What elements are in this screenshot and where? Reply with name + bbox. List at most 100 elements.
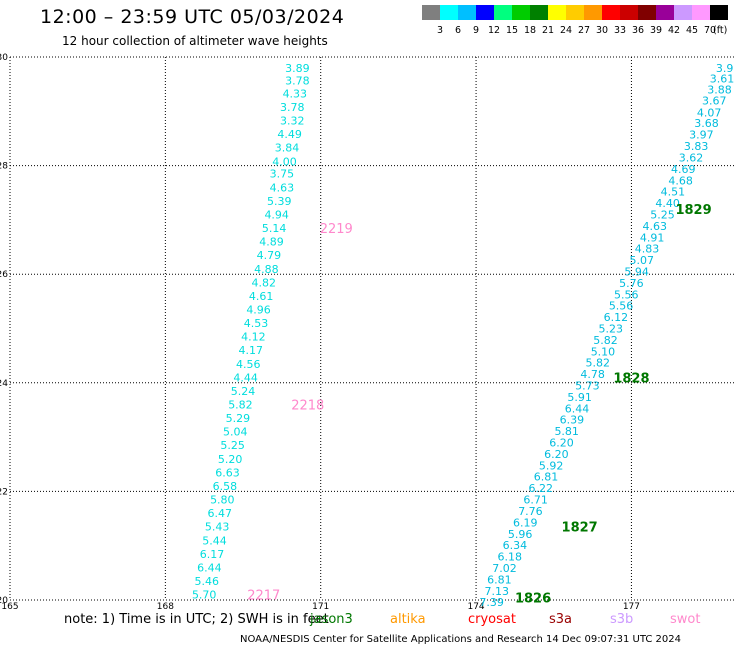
colorbar-tick-label: 42 <box>667 25 681 36</box>
colorbar-tick-label: 39 <box>649 25 663 36</box>
wave-height-point: 4.49 <box>277 128 302 141</box>
wave-height-point: 5.04 <box>223 426 248 439</box>
colorbar-tick-label: 21 <box>541 25 555 36</box>
colorbar-tick-label: 24 <box>559 25 573 36</box>
wave-height-point: 4.00 <box>272 155 297 168</box>
wave-height-point: 5.82 <box>593 334 618 347</box>
wave-height-point: 7.39 <box>479 596 504 609</box>
wave-height-point: 6.17 <box>200 548 225 561</box>
colorbar-tick-label: 6 <box>454 25 462 36</box>
wave-height-point: 5.96 <box>508 528 533 541</box>
colorbar-cell <box>530 5 548 20</box>
wave-height-point: 4.88 <box>254 263 279 276</box>
wave-height-point: 5.46 <box>195 575 220 588</box>
wave-height-point: 5.10 <box>591 345 616 358</box>
wave-height-point: 6.71 <box>523 494 548 507</box>
wave-height-point: 5.25 <box>650 208 675 221</box>
wave-height-point: 6.18 <box>497 551 522 564</box>
satellite-legend-swot: swot <box>670 612 701 627</box>
wave-height-point: 3.75 <box>270 168 295 181</box>
colorbar-cell <box>566 5 584 20</box>
colorbar-tick-label: 70 <box>703 25 717 36</box>
colorbar-cell <box>674 5 692 20</box>
wave-height-point: 4.63 <box>270 181 295 194</box>
wave-height-point: 5.92 <box>539 459 564 472</box>
wave-height-point: 3.78 <box>285 74 310 87</box>
wave-height-point: 6.81 <box>487 573 512 586</box>
wave-height-point: 5.94 <box>624 265 649 278</box>
wave-height-point: 4.53 <box>244 317 269 330</box>
wave-height-point: 3.78 <box>280 101 305 114</box>
colorbar-cell <box>584 5 602 20</box>
satellite-legend-cryosat: cryosat <box>468 612 516 627</box>
colorbar-tick-label: 15 <box>505 25 519 36</box>
colorbar-tick-label: 9 <box>472 25 480 36</box>
wave-height-point: 5.76 <box>619 277 644 290</box>
colorbar-cell <box>440 5 458 20</box>
wave-height-point: 4.82 <box>252 276 277 289</box>
y-tick-label: 30 <box>0 53 8 63</box>
pass-label: 1829 <box>675 203 711 218</box>
pass-label: 2219 <box>320 222 353 237</box>
wave-height-point: 3.62 <box>679 151 704 164</box>
wave-height-point: 6.44 <box>565 402 590 415</box>
wave-height-point: 4.78 <box>580 368 605 381</box>
wave-height-point: 4.68 <box>668 174 693 187</box>
wave-height-point: 4.91 <box>640 231 665 244</box>
wave-height-point: 4.17 <box>239 344 264 357</box>
wave-height-point: 6.12 <box>604 311 629 324</box>
pass-label: 2217 <box>247 589 280 604</box>
pass-label: 1827 <box>562 521 598 536</box>
wave-height-point: 4.12 <box>241 331 266 344</box>
wave-height-point: 5.39 <box>267 195 292 208</box>
colorbar-cell <box>422 5 440 20</box>
satellite-legend-s3a: s3a <box>549 612 573 627</box>
colorbar-cell <box>638 5 656 20</box>
colorbar-tick-label: 18 <box>523 25 537 36</box>
footer-credit: NOAA/NESDIS Center for Satellite Applica… <box>240 634 682 645</box>
wave-height-point: 3.89 <box>285 62 310 75</box>
wave-height-point: 3.83 <box>684 140 709 153</box>
wave-height-point: 5.07 <box>630 254 655 267</box>
wave-height-point: 5.73 <box>575 380 600 393</box>
note-text: note: 1) Time is in UTC; 2) SWH is in fe… <box>64 612 329 627</box>
wave-height-point: 6.34 <box>503 539 528 552</box>
wave-height-point: 4.83 <box>635 243 660 256</box>
wave-height-point: 5.14 <box>262 222 287 235</box>
wave-height-point: 5.25 <box>220 439 245 452</box>
wave-height-point: 3.68 <box>694 117 719 130</box>
wave-height-point: 5.43 <box>205 521 230 534</box>
colorbar-tick-label: 33 <box>613 25 627 36</box>
colorbar-cell <box>548 5 566 20</box>
wave-height-point: 4.96 <box>246 303 271 316</box>
wave-height-point: 5.82 <box>228 399 253 412</box>
colorbar-cell <box>494 5 512 20</box>
x-tick-label: 165 <box>1 602 18 612</box>
wave-height-point: 6.81 <box>534 471 559 484</box>
wave-height-point: 5.44 <box>202 534 227 547</box>
colorbar-cell <box>710 5 728 20</box>
wave-height-point: 4.07 <box>697 106 722 119</box>
pass-label: 2218 <box>291 399 324 414</box>
y-tick-label: 24 <box>0 379 8 389</box>
wave-height-point: 4.33 <box>283 87 308 100</box>
wave-height-point: 6.44 <box>197 561 222 574</box>
y-tick-label: 20 <box>0 596 8 606</box>
colorbar-tick-label: 36 <box>631 25 645 36</box>
y-tick-label: 26 <box>0 270 8 280</box>
wave-height-point: 5.23 <box>598 323 623 336</box>
wave-height-point: 3.61 <box>710 73 735 86</box>
wave-height-point: 5.82 <box>586 357 611 370</box>
wave-height-point: 5.70 <box>192 589 217 602</box>
wave-height-point: 5.20 <box>218 453 243 466</box>
wave-height-point: 4.79 <box>257 249 282 262</box>
wave-height-point: 6.39 <box>560 414 585 427</box>
y-tick-label: 22 <box>0 487 8 497</box>
wave-height-point: 7.76 <box>518 505 543 518</box>
wave-height-point: 4.51 <box>661 186 686 199</box>
wave-height-point: 5.91 <box>567 391 592 404</box>
x-tick-label: 168 <box>157 602 174 612</box>
pass-label: 1826 <box>515 591 551 606</box>
chart-title: 12:00 – 23:59 UTC 05/03/2024 <box>40 6 345 28</box>
wave-height-point: 3.84 <box>275 142 300 155</box>
